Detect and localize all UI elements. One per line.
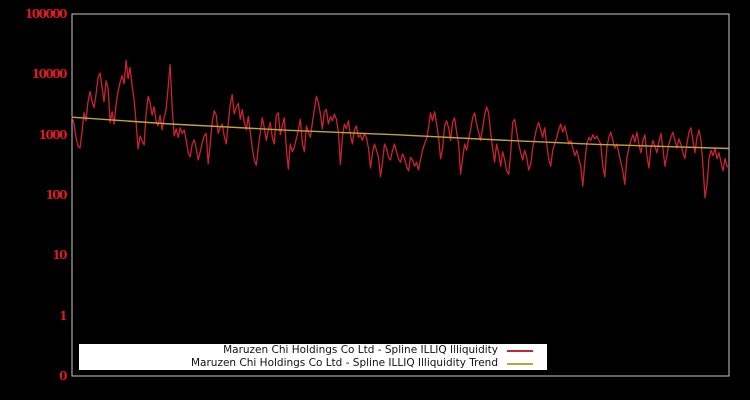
- plot-frame: [71, 13, 730, 377]
- legend-label-trend: Maruzen Chi Holdings Co Ltd - Spline ILL…: [191, 357, 498, 369]
- legend-entry-trend: Maruzen Chi Holdings Co Ltd - Spline ILL…: [79, 357, 547, 370]
- y-tick-label-0: 0: [59, 369, 67, 383]
- y-tick-label-10000: 10000: [31, 67, 68, 82]
- legend-line-sample-illiquidity: [507, 349, 533, 352]
- y-tick-label-10: 10: [52, 248, 67, 263]
- y-tick-label-1: 1: [59, 308, 67, 323]
- legend-line-sample-trend: [507, 362, 533, 365]
- legend-label-illiquidity: Maruzen Chi Holdings Co Ltd - Spline ILL…: [223, 344, 498, 356]
- y-tick-label-100: 100: [45, 188, 67, 202]
- legend-entry-illiquidity: Maruzen Chi Holdings Co Ltd - Spline ILL…: [79, 344, 547, 357]
- illiquidity-series-line: [71, 59, 730, 199]
- y-tick-label-100000: 100000: [24, 7, 68, 21]
- trend-series-line: [71, 116, 730, 150]
- y-tick-label-1000: 1000: [38, 127, 68, 142]
- legend: Maruzen Chi Holdings Co Ltd - Spline ILL…: [79, 344, 547, 370]
